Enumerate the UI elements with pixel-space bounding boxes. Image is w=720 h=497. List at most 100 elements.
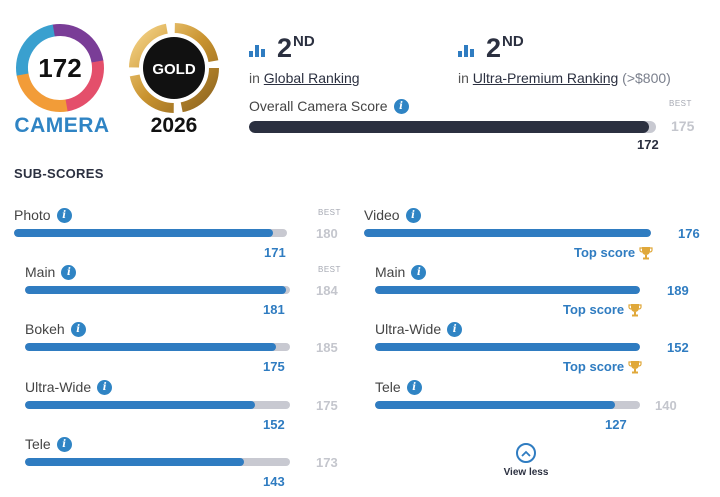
ranking-price-note: (>$800) (622, 70, 671, 86)
subscore-label: Main i (25, 264, 77, 280)
best-score: 184 (316, 283, 338, 298)
view-less-button[interactable]: View less (496, 443, 556, 478)
ranking-position: 2 (277, 33, 293, 63)
trophy-icon (639, 246, 653, 259)
overall-best-value: 175 (671, 118, 695, 134)
subscore-label: Bokeh i (25, 321, 86, 337)
gold-medal-badge: GOLD (129, 23, 219, 113)
info-icon[interactable]: i (56, 436, 72, 452)
subscores-heading: SUB-SCORES (14, 166, 104, 181)
subscore-name: Tele (375, 379, 401, 395)
info-icon[interactable]: i (406, 379, 422, 395)
subscore-row-main: Main i 189 Top score (375, 264, 690, 320)
subscore-value: 152 (667, 340, 689, 355)
subscore-bar-fill (375, 286, 640, 294)
top-score-label: Top score (574, 245, 636, 260)
subscore-bar-fill (14, 229, 274, 237)
global-ranking: 2 ND in Global Ranking (249, 34, 360, 86)
ultra-premium-ranking-link[interactable]: Ultra-Premium Ranking (472, 70, 619, 86)
subscore-name: Video (364, 207, 400, 223)
subscore-bar (364, 229, 651, 237)
top-score-badge: Top score (574, 245, 653, 260)
ranking-position: 2 (486, 33, 502, 63)
subscore-bar-fill (375, 343, 640, 351)
subscore-bar (375, 343, 640, 351)
subscore-value: 189 (667, 283, 689, 298)
subscore-row-photo: Photo i BEST 180 171 (14, 207, 340, 263)
subscore-name: Ultra-Wide (375, 321, 442, 337)
trophy-icon (628, 303, 642, 316)
trophy-icon (628, 360, 642, 373)
subscore-value: 176 (678, 226, 700, 241)
subscore-label: Main i (375, 264, 427, 280)
info-icon[interactable]: i (70, 321, 86, 337)
best-score: 173 (316, 455, 338, 470)
badge-category: CAMERA (14, 114, 110, 137)
ranking-suffix: ND (293, 33, 315, 50)
best-label: BEST (318, 265, 341, 274)
subscore-row-tele: Tele i 140 127 (375, 379, 690, 435)
bar-chart-icon (249, 45, 265, 57)
best-score: 185 (316, 340, 338, 355)
subscore-label: Tele i (375, 379, 422, 395)
subscore-bar-fill (25, 343, 276, 351)
overall-score-title: Overall Camera Score (249, 98, 388, 114)
subscore-name: Bokeh (25, 321, 65, 337)
top-score-badge: Top score (563, 359, 642, 374)
info-icon[interactable]: i (61, 264, 77, 280)
subscore-label: Ultra-Wide i (25, 379, 113, 395)
bar-chart-icon (458, 45, 474, 57)
top-score-label: Top score (563, 359, 625, 374)
info-icon[interactable]: i (411, 264, 427, 280)
subscore-label: Ultra-Wide i (375, 321, 463, 337)
subscore-bar (25, 343, 290, 351)
subscore-bar-fill (25, 286, 286, 294)
subscore-name: Tele (25, 436, 51, 452)
subscore-name: Photo (14, 207, 51, 223)
subscore-row-ultra-wide: Ultra-Wide i 175 152 (25, 379, 340, 435)
best-label: BEST (318, 208, 341, 217)
subscore-bar-fill (25, 401, 256, 409)
ranking-prefix: in (249, 70, 260, 86)
medal-label: GOLD (152, 61, 195, 78)
badge-year: 2026 (150, 114, 198, 137)
info-icon[interactable]: i (56, 207, 72, 223)
subscore-bar (25, 401, 290, 409)
best-score: 175 (316, 398, 338, 413)
subscore-bar-fill (25, 458, 245, 466)
subscore-value: 181 (263, 302, 285, 317)
overall-score-bar (249, 121, 656, 133)
subscore-value: 152 (263, 417, 285, 432)
subscore-row-video: Video i 176 Top score (364, 207, 701, 263)
ultra-premium-ranking: 2 ND in Ultra-Premium Ranking (>$800) (458, 34, 671, 86)
view-less-label: View less (503, 467, 549, 478)
ranking-prefix: in (458, 70, 469, 86)
subscore-name: Main (25, 264, 56, 280)
overall-best-label: BEST (669, 99, 692, 108)
subscore-row-bokeh: Bokeh i 185 175 (25, 321, 340, 377)
subscore-bar (375, 286, 640, 294)
subscore-bar (14, 229, 287, 237)
info-icon[interactable]: i (393, 98, 409, 114)
subscore-bar-fill (364, 229, 651, 237)
info-icon[interactable]: i (447, 321, 463, 337)
subscore-bar (375, 401, 640, 409)
overall-score-fill (249, 121, 650, 133)
badge-score-value: 172 (38, 53, 81, 83)
overall-score-value: 172 (637, 137, 659, 152)
best-score: 140 (655, 398, 677, 413)
info-icon[interactable]: i (97, 379, 113, 395)
camera-score-badge: 172 (16, 24, 104, 112)
subscore-row-main: Main i BEST 184 181 (25, 264, 340, 320)
info-icon[interactable]: i (405, 207, 421, 223)
subscore-name: Ultra-Wide (25, 379, 92, 395)
overall-score-label: Overall Camera Score i (249, 98, 409, 114)
subscore-label: Tele i (25, 436, 72, 452)
subscore-value: 171 (264, 245, 286, 260)
subscore-name: Main (375, 264, 406, 280)
global-ranking-link[interactable]: Global Ranking (263, 70, 360, 86)
subscore-value: 143 (263, 474, 285, 489)
subscore-value: 127 (605, 417, 627, 432)
chevron-up-icon (516, 443, 536, 463)
top-score-label: Top score (563, 302, 625, 317)
